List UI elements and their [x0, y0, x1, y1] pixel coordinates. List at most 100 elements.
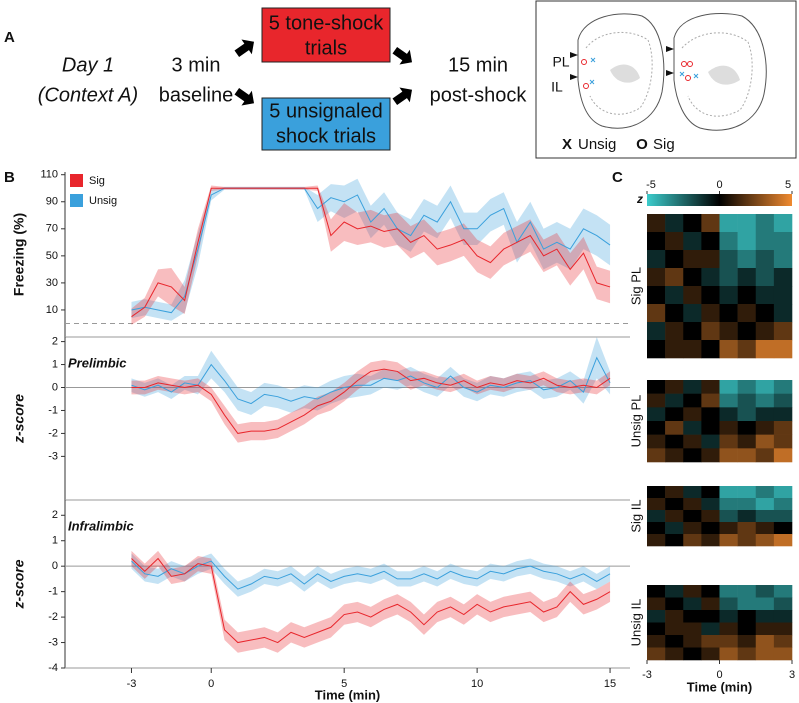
- error-band: [131, 359, 611, 443]
- y-tick-label: 0: [52, 381, 58, 393]
- heatmap-cell: [773, 421, 793, 435]
- legend-label: Sig: [653, 136, 675, 153]
- x-tick-label: 0: [716, 669, 722, 681]
- heatmap-cell: [665, 597, 684, 611]
- heatmap-cell: [755, 635, 775, 648]
- heatmap-cell: [665, 635, 684, 648]
- heatmap-cell: [755, 448, 775, 463]
- y-tick-label: 1: [52, 535, 58, 547]
- heatmap-cell: [755, 585, 775, 598]
- heatmap-cell: [755, 380, 775, 394]
- heatmap-cell: [701, 407, 720, 422]
- heatmap-cell: [683, 610, 702, 623]
- colorbar-tick-label: 0: [716, 179, 722, 191]
- error-band: [131, 185, 611, 325]
- region-label: IL: [551, 79, 563, 95]
- legend-symbol: O: [636, 136, 648, 153]
- heatmap-cell: [701, 498, 720, 511]
- y-tick-label: -2: [48, 611, 58, 623]
- signaled-text: trials: [305, 37, 347, 59]
- heatmap-cell: [719, 393, 738, 408]
- heatmap-cell: [773, 380, 793, 394]
- heatmap-cell: [701, 250, 720, 269]
- error-band: [131, 178, 611, 321]
- heatmap-cell: [683, 340, 702, 359]
- heatmap-cell: [647, 434, 666, 449]
- colorbar-tick-label: -5: [646, 179, 656, 191]
- legend-symbol: X: [562, 136, 572, 153]
- heatmap-cell: [701, 340, 720, 359]
- heatmap-cell: [683, 250, 702, 269]
- heatmap-cell: [755, 522, 775, 535]
- y-tick-label: -1: [48, 586, 58, 598]
- heatmap-cell: [719, 622, 738, 636]
- heatmap-cell: [647, 232, 666, 251]
- heatmap-cell: [665, 585, 684, 598]
- heatmap-cell: [665, 322, 684, 341]
- heatmap-cell: [755, 232, 775, 251]
- heatmap-cell: [737, 434, 757, 449]
- y-tick-label: 70: [46, 223, 58, 235]
- heatmap-cell: [701, 448, 720, 463]
- heatmap-cell: [683, 393, 702, 408]
- heatmap-cell: [755, 610, 775, 623]
- heatmap-cell: [665, 486, 684, 499]
- heatmap-cell: [719, 340, 738, 359]
- x-tick-label: 3: [789, 669, 795, 681]
- heatmap-cell: [683, 286, 702, 305]
- heatmap-cell: [737, 393, 757, 408]
- legend-label: Unsig: [89, 195, 117, 207]
- heatmap-cell: [683, 322, 702, 341]
- heatmap-cell: [647, 393, 666, 408]
- heatmap-cell: [665, 268, 684, 287]
- heatmap-cell: [701, 610, 720, 623]
- legend-swatch: [70, 174, 83, 187]
- heatmap-cell: [719, 304, 738, 323]
- heatmap-cell: [719, 448, 738, 463]
- error-band: [131, 337, 611, 416]
- panel-label: C: [612, 169, 623, 186]
- heatmap-cell: [719, 232, 738, 251]
- heatmap-cell: [773, 510, 793, 523]
- heatmap-cell: [665, 232, 684, 251]
- heatmap-cell: [719, 421, 738, 435]
- heatmap-cell: [701, 486, 720, 499]
- heatmap-cell: [683, 380, 702, 394]
- x-axis-label: Time (min): [687, 679, 753, 694]
- heatmap-cell: [737, 622, 757, 636]
- post-text: 15 min: [448, 54, 508, 76]
- y-tick-label: 10: [46, 304, 58, 316]
- heatmap-cell: [665, 286, 684, 305]
- heatmap-cell: [737, 250, 757, 269]
- heatmap-cell: [737, 635, 757, 648]
- heatmap-cell: [773, 486, 793, 499]
- heatmap-cell: [719, 322, 738, 341]
- heatmap-cell: [755, 421, 775, 435]
- heatmap-cell: [719, 597, 738, 611]
- heatmap-cell: [701, 322, 720, 341]
- heatmap-cell: [665, 304, 684, 323]
- heatmap-cell: [755, 340, 775, 359]
- heatmap-cell: [755, 510, 775, 523]
- brain-panel: [535, 0, 797, 159]
- heatmap-cell: [683, 268, 702, 287]
- context-text: (Context A): [38, 84, 138, 106]
- heatmap-cell: [737, 268, 757, 287]
- heatmap-cell: [719, 498, 738, 511]
- heatmap-cell: [647, 510, 666, 523]
- heatmap-cell: [683, 421, 702, 435]
- heatmap-cell: [773, 250, 793, 269]
- heatmap-cell: [737, 534, 757, 547]
- heatmap-cell: [683, 534, 702, 547]
- heatmap-cell: [773, 622, 793, 636]
- heatmap-cell: [647, 486, 666, 499]
- heatmap-cell: [683, 448, 702, 463]
- heatmap-cell: [665, 393, 684, 408]
- heatmap-cell: [755, 250, 775, 269]
- heatmap-cell: [647, 622, 666, 636]
- heatmap-cell: [647, 610, 666, 623]
- y-tick-label: -4: [48, 662, 58, 674]
- series-line: [131, 356, 611, 405]
- heatmap-cell: [647, 448, 666, 463]
